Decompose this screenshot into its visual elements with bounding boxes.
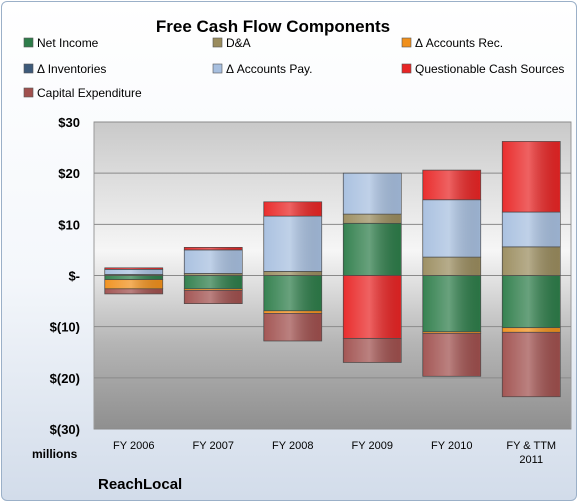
bar-segment-sheen xyxy=(503,141,560,212)
x-tick-label: FY 2007 xyxy=(193,440,234,452)
bar-segment-sheen xyxy=(185,276,242,289)
bar-segment-sheen xyxy=(105,280,162,289)
legend-swatch xyxy=(23,87,34,98)
legend-label: Δ Accounts Rec. xyxy=(415,36,503,50)
gridlines xyxy=(94,121,571,430)
y-tick-label: $(30) xyxy=(50,422,80,437)
bar-segment-sheen xyxy=(423,170,480,200)
bar-segment-sheen xyxy=(344,173,401,214)
bar-segment-sheen xyxy=(423,332,480,333)
bar-segment-sheen xyxy=(423,333,480,376)
x-tick-label: FY 2010 xyxy=(431,440,472,452)
bar-segment-sheen xyxy=(503,212,560,247)
bar-segment-sheen xyxy=(264,216,321,271)
bar-segment-sheen xyxy=(344,276,401,338)
bar-segment-sheen xyxy=(264,276,321,311)
bar-segment-sheen xyxy=(423,257,480,275)
x-tick-label: FY 2009 xyxy=(352,440,393,452)
legend-item-accounts-rec: Δ Accounts Rec. xyxy=(401,36,503,50)
y-tick-label: $(20) xyxy=(50,371,80,386)
chart-title: Free Cash Flow Components xyxy=(156,17,390,36)
bar-segment-sheen xyxy=(423,276,480,332)
legend: Net Income D&A Δ Accounts Rec. Δ Inventorie… xyxy=(23,36,564,100)
bar-segment-sheen xyxy=(344,338,401,362)
x-axis-ticks: FY 2006 FY 2007 FY 2008 FY 2009 FY 2010 FY & … xyxy=(113,440,556,466)
y-tick-label: $30 xyxy=(58,115,80,130)
bar-segment-sheen xyxy=(185,250,242,273)
bar-segment-sheen xyxy=(503,328,560,332)
legend-swatch xyxy=(23,37,34,48)
legend-item-d-a: D&A xyxy=(212,36,251,50)
bar-segment-sheen xyxy=(264,202,321,216)
bar-segment-sheen xyxy=(105,289,162,294)
bar-segment-sheen xyxy=(105,268,162,269)
legend-swatch xyxy=(401,63,412,74)
x-tick-label: FY 2008 xyxy=(272,440,313,452)
y-tick-label: $20 xyxy=(58,166,80,181)
legend-label: Net Income xyxy=(37,36,99,50)
legend-label: D&A xyxy=(226,36,251,50)
bar-segment-sheen xyxy=(503,247,560,275)
legend-item-net-income: Net Income xyxy=(23,36,99,50)
bar-segment-sheen xyxy=(185,247,242,250)
legend-label: Questionable Cash Sources xyxy=(415,62,564,76)
bar-segment-sheen xyxy=(185,289,242,290)
legend-item-questionable-cash-sources: Questionable Cash Sources xyxy=(401,62,564,76)
legend-swatch xyxy=(23,63,34,74)
legend-swatch xyxy=(401,37,412,48)
bar-segment-sheen xyxy=(264,313,321,341)
bar-segment-sheen xyxy=(105,276,162,280)
legend-item-capital-expenditure: Capital Expenditure xyxy=(23,86,142,100)
legend-label: Δ Inventories xyxy=(37,62,106,76)
bar-segment-sheen xyxy=(344,214,401,223)
y-tick-label: $- xyxy=(68,269,80,284)
y-axis-unit-label: millions xyxy=(32,447,78,461)
legend-item-inventories: Δ Inventories xyxy=(23,62,106,76)
y-axis-ticks: $30 $20 $10 $- $(10) $(20) $(30) xyxy=(50,115,80,437)
legend-label: Capital Expenditure xyxy=(37,86,142,100)
y-tick-label: $10 xyxy=(58,217,80,232)
bar-segment-sheen xyxy=(423,200,480,257)
y-tick-label: $(10) xyxy=(50,320,80,335)
bar-segment-sheen xyxy=(264,271,321,275)
bar-segment-sheen xyxy=(264,311,321,313)
legend-item-accounts-pay: Δ Accounts Pay. xyxy=(212,62,313,76)
x-tick-label: FY 2006 xyxy=(113,440,154,452)
bar-segment-sheen xyxy=(344,223,401,275)
bars xyxy=(104,141,561,398)
bar-segment-sheen xyxy=(105,269,162,274)
legend-label: Δ Accounts Pay. xyxy=(226,62,313,76)
bar-segment-sheen xyxy=(185,290,242,304)
x-tick-label: FY & TTM 2011 xyxy=(506,440,556,466)
bar-segment-sheen xyxy=(185,273,242,275)
bar-segment-sheen xyxy=(503,332,560,397)
legend-swatch xyxy=(212,37,223,48)
bar-segment-sheen xyxy=(503,276,560,328)
legend-swatch xyxy=(212,63,223,74)
brand-label: ReachLocal xyxy=(98,476,182,493)
